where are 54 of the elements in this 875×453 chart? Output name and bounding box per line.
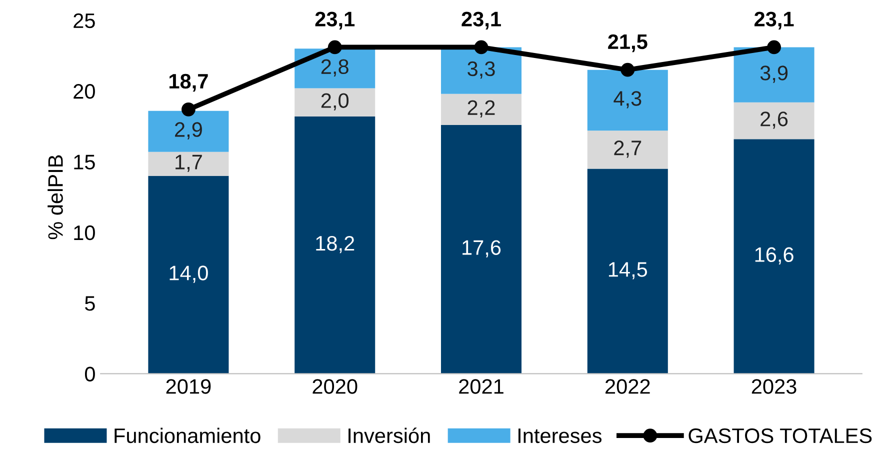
bar <box>587 168 668 374</box>
data-label: 17,6 <box>462 240 501 258</box>
bar <box>148 152 229 176</box>
data-label: 23,1 <box>462 12 501 30</box>
data-label: 2,6 <box>760 112 788 129</box>
data-label: 18,2 <box>316 236 354 254</box>
data-label: 2,7 <box>614 140 642 158</box>
bar <box>440 124 522 374</box>
data-label: 16,6 <box>755 247 794 264</box>
data-label: 21,5 <box>608 34 648 52</box>
data-label: 4,3 <box>614 91 642 108</box>
bar <box>734 47 814 102</box>
data-label: 23,1 <box>754 12 794 30</box>
data-label: 2,8 <box>321 59 348 76</box>
data-label: 18,7 <box>170 74 208 92</box>
y-tick-label: 0 <box>84 366 95 382</box>
point <box>474 40 488 54</box>
bar <box>734 139 814 374</box>
bar <box>587 70 668 131</box>
y-tick-label: 10 <box>74 225 95 240</box>
y-tick-label: 5 <box>85 296 95 311</box>
x-tick-label: 2021 <box>459 379 504 394</box>
point <box>620 62 635 77</box>
y-tick-label: 20 <box>74 84 95 99</box>
legend-label: Inversión <box>348 428 430 444</box>
x-tick-label: 2023 <box>752 379 796 394</box>
bar <box>294 116 376 374</box>
point <box>767 40 781 54</box>
data-label: 2,2 <box>468 100 495 118</box>
legend-label: GASTOS TOTALES <box>688 428 872 444</box>
bar <box>587 130 668 169</box>
data-label: 3,9 <box>760 66 788 83</box>
data-label: 3,3 <box>468 61 495 79</box>
bar <box>294 88 376 116</box>
data-label: 23,1 <box>315 12 355 30</box>
x-tick-label: 2022 <box>606 379 650 394</box>
data-label: 14,0 <box>170 266 208 283</box>
y-axis-title: % delPIB <box>48 155 63 240</box>
y-tick-label: 25 <box>74 13 95 28</box>
data-label: 2,0 <box>321 93 349 110</box>
x-tick-label: 2020 <box>312 379 358 394</box>
legend-label: Funcionamiento <box>114 428 260 444</box>
bar <box>148 110 229 152</box>
bar <box>440 94 522 125</box>
data-label: 2,9 <box>175 122 202 140</box>
bar <box>734 102 814 140</box>
bar <box>148 176 229 374</box>
y-tick-label: 15 <box>74 154 95 170</box>
point <box>328 40 342 54</box>
data-label: 14,5 <box>608 262 648 280</box>
point <box>182 102 196 116</box>
legend-label: Intereses <box>518 428 602 444</box>
data-label: 1,7 <box>176 154 202 172</box>
x-tick-label: 2019 <box>166 379 211 394</box>
